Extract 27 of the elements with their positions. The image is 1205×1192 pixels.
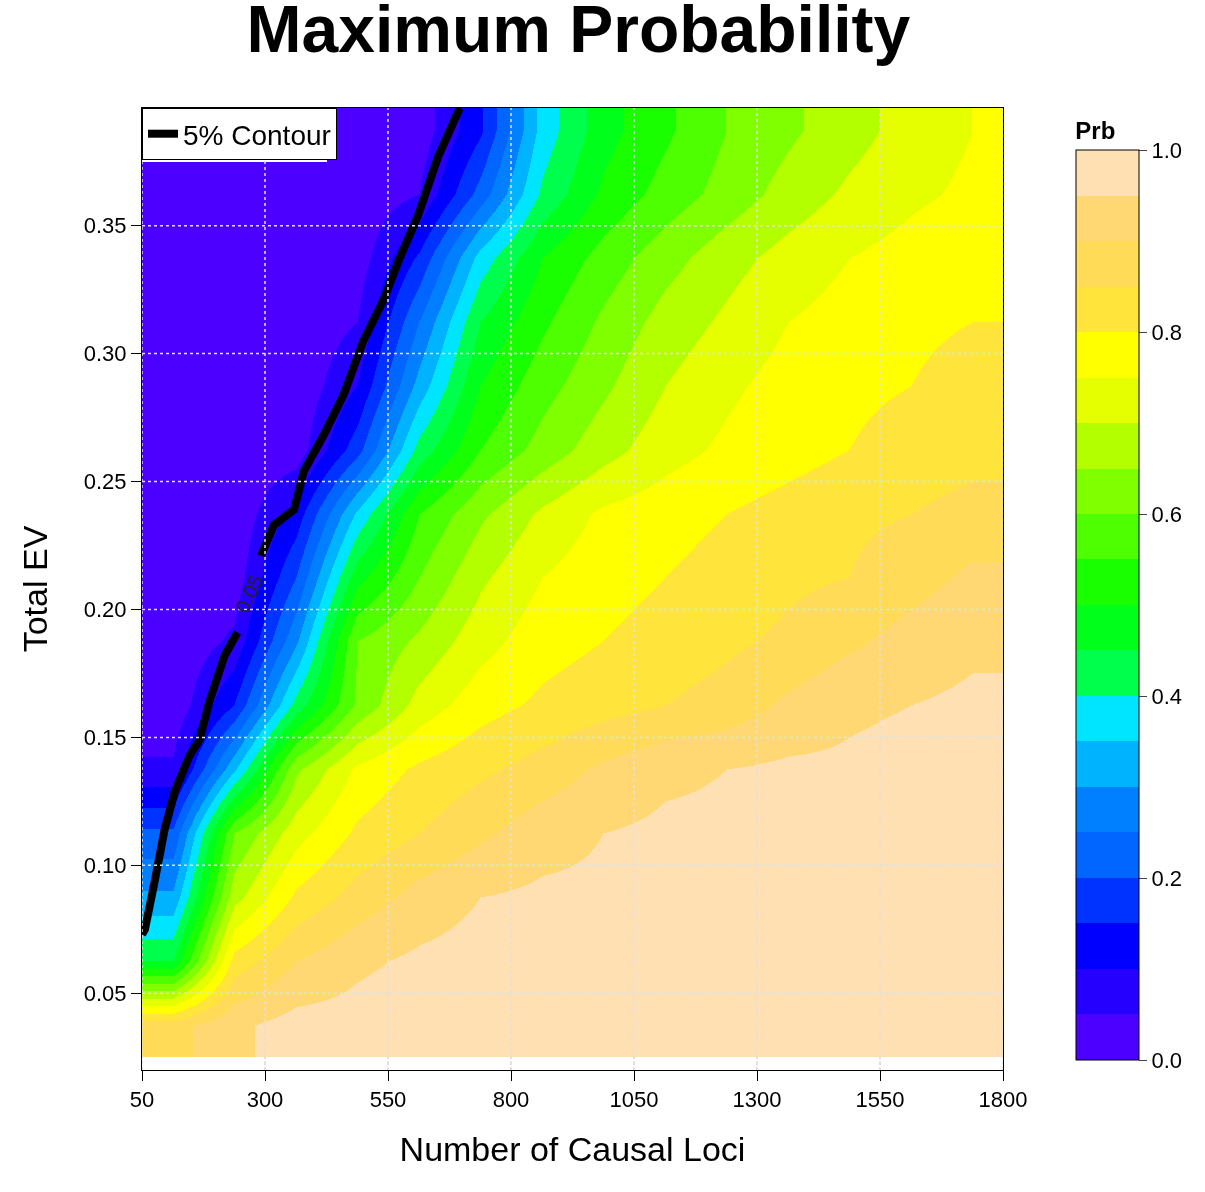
y-tick-label: 0.35 [83,213,127,239]
y-tick-label: 0.30 [83,341,127,367]
x-tick-label: 550 [369,1087,407,1113]
x-tick-label: 300 [246,1087,284,1113]
y-tick-label: 0.15 [83,725,127,751]
color-bar-label: 0.2 [1151,865,1182,891]
y-tick-label: 0.10 [83,853,127,879]
color-bar-title: Prb [1075,116,1116,144]
color-bar-label: 0.4 [1151,683,1182,709]
legend-label: 5% Contour [183,119,331,151]
x-tick-label: 1050 [609,1087,659,1113]
x-tick-label: 1800 [978,1087,1028,1113]
x-tick-label: 800 [492,1087,530,1113]
color-bar-label: 0.8 [1151,319,1182,345]
color-bar-label: 1.0 [1151,137,1182,163]
chart-title: Maximum Probability [246,0,911,67]
x-tick-label: 1300 [732,1087,782,1113]
color-bar-label: 0.0 [1151,1047,1182,1073]
annotation: 0.05 [231,571,268,617]
y-tick-label: 0.20 [83,597,127,623]
y-tick-label: 0.25 [83,469,127,495]
y-axis-title: Total EV [16,525,55,653]
x-axis-title: Number of Causal Loci [399,1129,746,1168]
y-tick-label: 0.05 [83,980,127,1006]
color-bar-label: 0.6 [1151,501,1182,527]
x-tick-label: 1550 [855,1087,905,1113]
x-tick-label: 50 [129,1087,155,1113]
